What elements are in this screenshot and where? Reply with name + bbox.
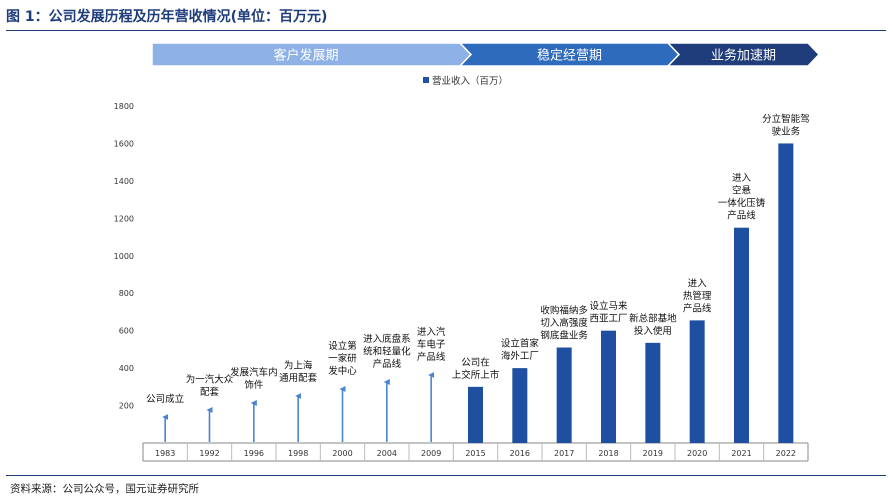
milestone-label: 设立首家	[501, 338, 540, 350]
phase-label: 客户发展期	[273, 48, 338, 64]
x-tick-label: 1983	[155, 449, 175, 458]
milestone-label: 车电子	[417, 339, 446, 351]
y-tick-label: 800	[119, 289, 134, 298]
chart-axes: 1983 1992 1996 1998 2000 2004 2009 2015 2016 2017…	[114, 102, 809, 462]
x-tick-label: 2018	[598, 449, 618, 458]
milestone-label: 一体化压铸	[718, 197, 766, 209]
milestone-label: 进入底盘系	[363, 333, 411, 345]
x-tick-label: 2015	[465, 449, 485, 458]
milestone-label: 切入高强度	[540, 317, 588, 329]
milestone-label: 设立马来	[589, 300, 628, 312]
revenue-chart: 客户发展期 稳定经营期 业务加速期 营业收入（百万） 1983 1992 1996 199…	[114, 42, 821, 462]
milestone-label: 通用配套	[279, 372, 318, 384]
milestone-label: 产品线	[373, 358, 402, 370]
x-tick-label: 2017	[554, 449, 574, 458]
milestone-label: 进入	[688, 278, 708, 289]
x-tick-label: 2021	[731, 449, 751, 458]
x-tick-label: 2022	[776, 449, 796, 458]
y-tick-label: 600	[119, 327, 134, 336]
milestone-label: 发展汽车内	[230, 367, 278, 379]
milestone-label: 设立第	[328, 340, 357, 352]
x-tick-label: 1996	[244, 449, 264, 458]
y-tick-label: 1600	[114, 139, 134, 148]
phase-label: 业务加速期	[711, 48, 776, 64]
phase-label: 稳定经营期	[537, 48, 602, 64]
milestone-label: 统和轻量化	[363, 346, 411, 358]
milestone-label: 一家研	[328, 353, 357, 365]
y-tick-label: 200	[119, 402, 134, 411]
y-tick-label: 1200	[114, 214, 134, 223]
source-note: 资料来源：公司公众号，国元证券研究所	[10, 483, 199, 495]
milestone-label: 钢底盘业务	[540, 330, 588, 342]
y-tick-label: 1400	[114, 177, 134, 186]
x-tick-label: 2020	[687, 449, 707, 458]
milestone-label: 饰件	[244, 379, 264, 391]
y-tick-label: 1000	[114, 252, 134, 261]
milestone-label: 分立智能驾	[762, 113, 810, 125]
milestone-label: 公司在	[461, 356, 490, 368]
phase-banner: 客户发展期 稳定经营期 业务加速期	[151, 42, 821, 67]
x-tick-label: 1998	[288, 449, 308, 458]
source-divider	[6, 475, 886, 476]
milestone-label: 上交所上市	[452, 369, 500, 381]
x-tick-label: 2016	[510, 449, 530, 458]
y-tick-label: 1800	[114, 102, 134, 111]
milestone-label: 产品线	[727, 210, 756, 222]
revenue-bar	[468, 386, 483, 443]
milestone-label: 收购福纳多	[540, 305, 588, 317]
milestone-label: 配套	[200, 386, 220, 398]
x-tick-label: 1992	[199, 449, 219, 458]
revenue-bar	[556, 347, 572, 443]
milestone-label: 热管理	[683, 290, 712, 302]
milestone-label: 投入使用	[634, 325, 672, 337]
revenue-bar	[601, 330, 616, 443]
milestone-label: 海外工厂	[501, 350, 539, 362]
milestone-label: 为一汽大众	[186, 374, 234, 386]
phase-chevron	[666, 42, 821, 67]
revenue-bar	[778, 143, 794, 443]
figure-title: 图 1：公司发展历程及历年营收情况(单位：百万元)	[6, 9, 328, 25]
revenue-bar	[512, 368, 528, 443]
milestone-label: 产品线	[417, 351, 446, 363]
x-tick-label: 2009	[421, 449, 441, 458]
x-tick-label: 2004	[377, 449, 397, 458]
milestone-label: 为上海	[284, 360, 313, 372]
milestone-label: 进入汽	[417, 326, 446, 338]
milestone-label: 驶业务	[772, 125, 801, 137]
chart-legend: 营业收入（百万）	[423, 75, 508, 87]
x-tick-label: 2019	[643, 449, 663, 458]
title-divider	[6, 30, 886, 31]
milestone-label: 新总部基地	[629, 312, 677, 324]
x-tick-label: 2000	[332, 449, 352, 458]
chart-marks	[468, 143, 794, 443]
milestone-label: 公司成立	[146, 393, 184, 405]
revenue-bar	[645, 342, 661, 443]
y-tick-label: 400	[119, 364, 134, 373]
milestone-label: 空悬	[732, 185, 752, 197]
milestone-label: 发中心	[328, 365, 357, 377]
milestone-label: 进入	[732, 173, 752, 184]
milestone-label: 产品线	[683, 302, 712, 314]
milestone-label: 西亚工厂	[589, 314, 627, 325]
revenue-bar	[689, 320, 705, 443]
revenue-bar	[734, 227, 749, 443]
legend-swatch	[423, 77, 429, 83]
legend-label: 营业收入（百万）	[432, 75, 508, 87]
